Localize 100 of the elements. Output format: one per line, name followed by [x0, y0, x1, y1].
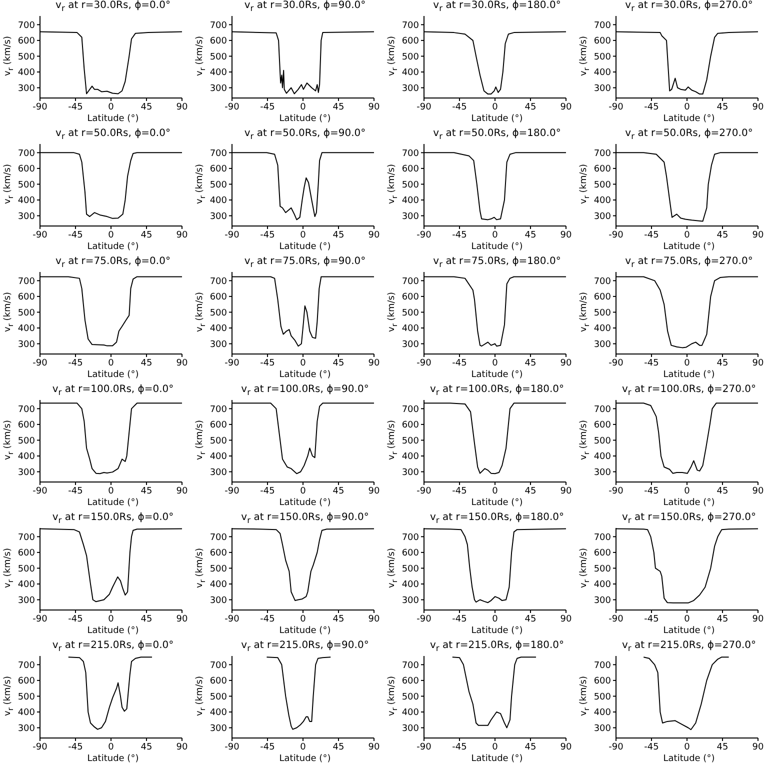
- y-tick-label: 500: [594, 308, 612, 318]
- x-axis-title: Latitude (°): [86, 370, 140, 380]
- x-tick-label: 90: [176, 230, 188, 240]
- y-tick-label: 300: [210, 212, 228, 222]
- y-tick-label: 600: [210, 676, 228, 687]
- chart-title: v$_{r}$ at r=150.0Rs, ϕ=180.0°: [428, 512, 565, 525]
- x-tick-label: -90: [416, 102, 432, 112]
- x-tick-label: 0: [300, 102, 306, 112]
- y-tick-label: 700: [18, 532, 36, 543]
- x-tick-label: 0: [300, 230, 306, 240]
- x-tick-label: 45: [524, 358, 536, 368]
- x-tick-label: 90: [560, 230, 572, 240]
- y-tick-label: 500: [402, 308, 420, 318]
- chart-title: v$_{r}$ at r=75.0Rs, ϕ=0.0°: [54, 256, 172, 269]
- x-tick-label: -90: [416, 614, 432, 624]
- x-tick-label: 45: [332, 102, 344, 112]
- y-tick-label: 300: [18, 724, 36, 734]
- y-tick-label: 600: [210, 36, 228, 47]
- y-tick-label: 700: [18, 276, 36, 287]
- x-tick-label: 0: [492, 486, 498, 496]
- y-tick-label: 300: [594, 724, 612, 734]
- x-tick-label: -90: [416, 230, 432, 240]
- y-tick-label: 700: [594, 276, 612, 287]
- x-tick-label: -90: [224, 230, 240, 240]
- x-tick-label: -90: [224, 102, 240, 112]
- y-tick-label: 400: [402, 196, 420, 206]
- y-tick-label: 400: [18, 580, 36, 590]
- y-tick-label: 300: [594, 212, 612, 222]
- x-axis-title: Latitude (°): [278, 498, 332, 508]
- y-tick-label: 400: [402, 68, 420, 78]
- chart-title: v$_{r}$ at r=75.0Rs, ϕ=90.0°: [243, 256, 367, 269]
- x-tick-label: 0: [492, 102, 498, 112]
- y-tick-label: 700: [402, 276, 420, 287]
- y-tick-label: 300: [18, 596, 36, 606]
- line-series: [266, 656, 332, 730]
- x-axis-title: Latitude (°): [470, 114, 524, 124]
- x-tick-label: 90: [176, 102, 188, 112]
- x-tick-label: 45: [524, 230, 536, 240]
- x-axis-title: Latitude (°): [470, 626, 524, 636]
- y-tick-label: 500: [594, 180, 612, 190]
- y-tick-label: 400: [210, 452, 228, 462]
- y-tick-label: 700: [18, 660, 36, 671]
- x-axis-title: Latitude (°): [278, 626, 332, 636]
- y-tick-label: 700: [18, 20, 36, 31]
- x-tick-label: -90: [224, 486, 240, 496]
- y-tick-label: 600: [18, 164, 36, 175]
- chart-title: v$_{r}$ at r=215.0Rs, ϕ=0.0°: [51, 640, 175, 653]
- y-tick-label: 700: [18, 404, 36, 415]
- y-tick-label: 500: [210, 52, 228, 62]
- y-tick-label: 500: [594, 52, 612, 62]
- y-tick-label: 400: [594, 452, 612, 462]
- chart-title: v$_{r}$ at r=150.0Rs, ϕ=90.0°: [240, 512, 370, 525]
- x-tick-label: -45: [260, 742, 275, 752]
- y-tick-label: 500: [402, 180, 420, 190]
- x-tick-label: 0: [684, 358, 690, 368]
- x-tick-label: 0: [492, 230, 498, 240]
- x-tick-label: -45: [260, 102, 275, 112]
- y-tick-label: 600: [402, 36, 420, 47]
- x-axis-title: Latitude (°): [278, 242, 332, 252]
- chart-title: v$_{r}$ at r=75.0Rs, ϕ=270.0°: [624, 256, 754, 269]
- x-tick-label: 90: [368, 102, 380, 112]
- x-tick-label: 90: [752, 614, 764, 624]
- x-tick-label: 45: [140, 486, 152, 496]
- x-tick-label: 0: [684, 102, 690, 112]
- chart-title: v$_{r}$ at r=100.0Rs, ϕ=90.0°: [240, 384, 370, 397]
- y-tick-label: 600: [402, 676, 420, 687]
- y-tick-label: 600: [18, 292, 36, 303]
- x-tick-label: -45: [644, 358, 659, 368]
- x-tick-label: 45: [332, 614, 344, 624]
- chart-title: v$_{r}$ at r=215.0Rs, ϕ=180.0°: [428, 640, 565, 653]
- y-tick-label: 700: [210, 404, 228, 415]
- y-tick-label: 400: [402, 580, 420, 590]
- x-tick-label: -45: [68, 358, 83, 368]
- x-tick-label: 90: [752, 486, 764, 496]
- x-tick-label: -90: [32, 614, 48, 624]
- x-tick-label: -45: [452, 230, 467, 240]
- y-tick-label: 700: [210, 148, 228, 159]
- chart-title: v$_{r}$ at r=30.0Rs, ϕ=180.0°: [432, 0, 562, 13]
- x-tick-label: -90: [32, 102, 48, 112]
- x-tick-label: 0: [108, 358, 114, 368]
- chart-title: v$_{r}$ at r=100.0Rs, ϕ=270.0°: [620, 384, 757, 397]
- x-tick-label: 90: [560, 486, 572, 496]
- y-tick-label: 600: [210, 164, 228, 175]
- x-tick-label: 45: [716, 102, 728, 112]
- x-tick-label: -90: [608, 102, 624, 112]
- x-tick-label: -90: [416, 742, 432, 752]
- x-tick-label: -45: [452, 358, 467, 368]
- x-tick-label: -45: [644, 742, 659, 752]
- x-tick-label: -45: [260, 358, 275, 368]
- y-tick-label: 600: [594, 36, 612, 47]
- x-axis-title: Latitude (°): [470, 754, 524, 764]
- chart-title: v$_{r}$ at r=30.0Rs, ϕ=90.0°: [243, 0, 367, 13]
- x-axis-title: Latitude (°): [470, 498, 524, 508]
- y-tick-label: 400: [210, 324, 228, 334]
- chart-title: v$_{r}$ at r=100.0Rs, ϕ=180.0°: [428, 384, 565, 397]
- x-tick-label: -45: [644, 230, 659, 240]
- y-tick-label: 300: [402, 468, 420, 478]
- x-tick-label: 90: [368, 742, 380, 752]
- chart-title: v$_{r}$ at r=50.0Rs, ϕ=270.0°: [624, 128, 754, 141]
- x-axis-title: Latitude (°): [86, 242, 140, 252]
